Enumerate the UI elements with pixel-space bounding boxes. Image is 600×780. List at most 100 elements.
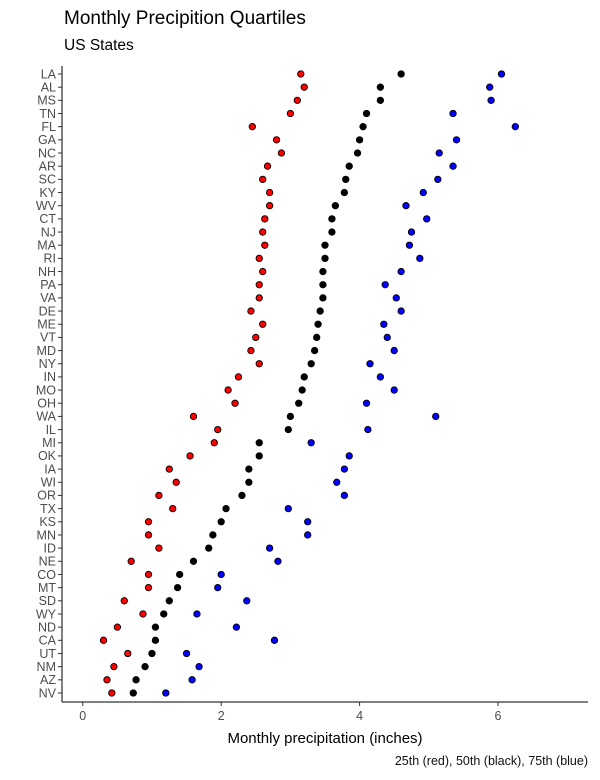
point-ri-series-0: [255, 254, 263, 263]
point-vt-series-2: [383, 333, 391, 342]
point-ut-series-0: [124, 649, 132, 658]
point-de-series-0: [247, 307, 255, 315]
point-tx-series-0: [169, 504, 177, 513]
point-pa-series-0: [255, 281, 263, 289]
point-nd-series-1: [151, 623, 160, 631]
y-tick-label: TN: [39, 107, 56, 121]
point-nc-series-0: [277, 149, 286, 157]
point-nc-series-1: [353, 149, 362, 157]
point-al-series-0: [300, 83, 308, 91]
point-wv-series-2: [402, 202, 410, 210]
point-wv-series-0: [265, 202, 274, 210]
y-tick-label: KY: [39, 186, 56, 200]
y-tick-label: CA: [39, 634, 57, 648]
point-ga-series-2: [452, 136, 461, 144]
point-ca-series-2: [270, 636, 279, 644]
point-ar-series-2: [449, 162, 457, 170]
point-ok-series-2: [345, 452, 353, 460]
point-nv-series-0: [108, 689, 116, 697]
point-ia-series-1: [245, 465, 253, 473]
point-va-series-0: [255, 294, 263, 302]
point-me-series-1: [314, 320, 322, 328]
point-al-series-1: [376, 83, 385, 91]
point-ga-series-1: [355, 136, 364, 144]
point-fl-series-2: [511, 123, 519, 131]
y-tick-label: GA: [38, 133, 57, 147]
point-nm-series-1: [141, 663, 149, 671]
point-mn-series-1: [209, 531, 217, 539]
y-tick-label: NJ: [41, 225, 56, 239]
point-or-series-1: [238, 491, 246, 500]
point-ms-series-2: [487, 96, 495, 104]
y-tick-label: WI: [41, 476, 56, 490]
point-de-series-1: [316, 307, 324, 315]
point-co-series-0: [144, 570, 153, 579]
point-nc-series-2: [435, 149, 443, 157]
point-tx-series-1: [222, 504, 230, 513]
point-fl-series-1: [359, 123, 367, 131]
point-vt-series-0: [252, 333, 260, 342]
point-ky-series-0: [265, 188, 274, 197]
point-in-series-2: [376, 373, 385, 381]
y-tick-label: KS: [39, 515, 56, 529]
point-va-series-2: [392, 294, 400, 302]
point-id-series-2: [265, 544, 274, 552]
y-tick-label: NY: [39, 357, 57, 371]
point-mt-series-1: [173, 583, 182, 592]
point-mn-series-2: [304, 531, 312, 539]
y-tick-label: VT: [40, 331, 56, 345]
point-pa-series-1: [319, 281, 327, 289]
point-ar-series-0: [263, 162, 272, 170]
point-ca-series-0: [99, 636, 108, 644]
point-ga-series-0: [272, 136, 281, 144]
y-tick-label: FL: [41, 120, 56, 134]
point-me-series-2: [380, 320, 388, 328]
point-ny-series-2: [366, 360, 374, 368]
point-nm-series-2: [195, 663, 203, 671]
point-ok-series-0: [186, 452, 194, 460]
point-oh-series-2: [362, 399, 371, 407]
point-wy-series-1: [160, 610, 168, 618]
x-tick-label: 6: [495, 709, 502, 723]
point-ct-series-2: [423, 215, 431, 223]
y-tick-label: AZ: [40, 673, 56, 687]
y-tick-label: IN: [44, 370, 57, 384]
point-mt-series-2: [214, 583, 222, 592]
point-la-series-0: [297, 70, 305, 78]
point-la-series-2: [497, 70, 506, 78]
point-tx-series-2: [284, 504, 292, 513]
point-nj-series-2: [407, 228, 416, 236]
point-ok-series-1: [255, 452, 263, 460]
point-ny-series-0: [255, 360, 263, 368]
x-axis-title: Monthly precipitation (inches): [227, 730, 422, 747]
point-al-series-2: [486, 83, 494, 91]
point-la-series-1: [397, 70, 405, 78]
point-tn-series-2: [449, 109, 457, 118]
point-ne-series-1: [189, 557, 198, 565]
y-tick-label: RI: [44, 252, 57, 266]
y-tick-label: OK: [38, 449, 57, 463]
point-oh-series-0: [231, 399, 239, 407]
y-tick-label: ND: [38, 620, 56, 634]
y-tick-label: UT: [39, 647, 56, 661]
point-or-series-0: [155, 491, 163, 500]
point-ia-series-2: [340, 465, 349, 473]
y-tick-label: MT: [38, 581, 56, 595]
y-tick-label: ME: [37, 318, 56, 332]
point-nj-series-0: [259, 228, 267, 236]
point-mo-series-0: [224, 386, 232, 394]
point-ks-series-2: [304, 518, 312, 526]
point-wy-series-2: [193, 610, 201, 618]
point-mt-series-0: [144, 583, 153, 592]
point-md-series-0: [247, 346, 255, 355]
point-sc-series-0: [259, 175, 267, 184]
point-ma-series-2: [405, 241, 414, 249]
point-nh-series-2: [397, 267, 405, 276]
point-mo-series-1: [298, 386, 306, 394]
point-az-series-0: [103, 676, 111, 684]
y-tick-label: LA: [41, 67, 57, 81]
y-tick-label: PA: [40, 278, 56, 292]
y-tick-label: OR: [37, 489, 56, 503]
y-tick-label: ID: [44, 541, 57, 555]
